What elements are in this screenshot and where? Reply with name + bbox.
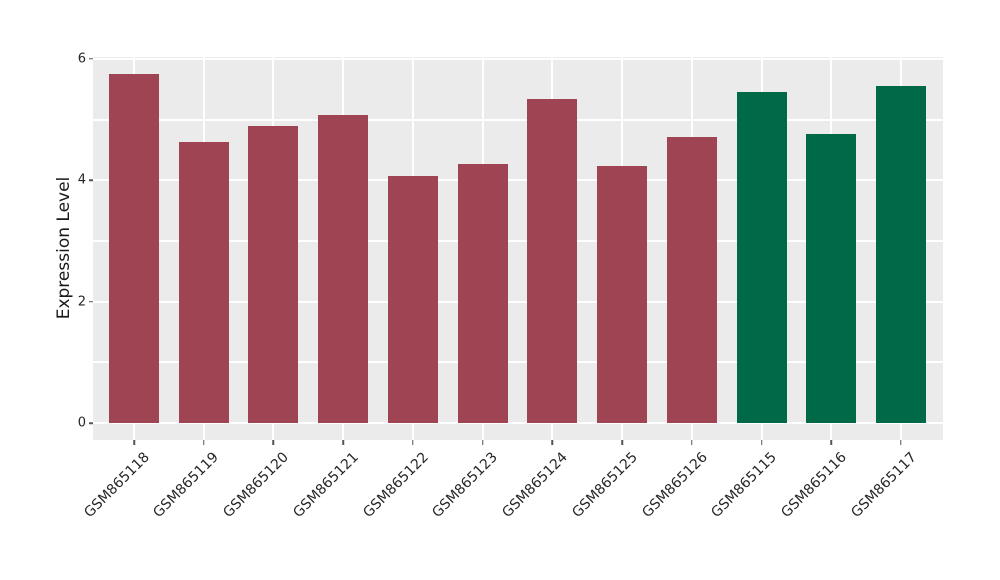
bar-GSM865124 (527, 99, 578, 423)
gridline-horizontal (93, 361, 943, 364)
gridline-horizontal (93, 179, 943, 182)
bar-GSM865125 (597, 165, 648, 423)
x-tick-mark (900, 440, 902, 445)
x-tick-label-GSM865120: GSM865120 (220, 449, 293, 521)
y-tick-label: 6 (77, 51, 86, 67)
x-tick-mark (342, 440, 344, 445)
y-axis-label: Expression Level (54, 176, 74, 320)
x-tick-label-GSM865123: GSM865123 (429, 449, 502, 521)
x-tick-label-GSM865116: GSM865116 (778, 449, 850, 521)
x-tick-label-GSM865118: GSM865118 (81, 449, 153, 521)
x-tick-mark (133, 440, 135, 445)
plot-area (93, 57, 943, 440)
bar-GSM865122 (387, 176, 438, 423)
x-tick-mark (272, 440, 275, 445)
x-tick-mark (202, 440, 205, 445)
x-tick-label-GSM865119: GSM865119 (150, 449, 223, 521)
x-tick-label-GSM865125: GSM865125 (569, 449, 641, 521)
x-tick-mark (621, 440, 623, 445)
x-tick-mark (551, 440, 554, 445)
gridline-horizontal (93, 57, 943, 60)
bar-GSM865126 (666, 137, 717, 423)
bar-GSM865123 (457, 163, 508, 423)
x-tick-label-GSM865115: GSM865115 (708, 449, 781, 521)
y-tick-label: 0 (77, 415, 86, 431)
x-tick-mark (830, 440, 833, 445)
bar-GSM865117 (875, 85, 926, 423)
gridline-horizontal (93, 422, 943, 424)
bar-GSM865118 (109, 74, 159, 423)
x-tick-label-GSM865126: GSM865126 (638, 449, 711, 521)
gridline-horizontal (93, 300, 943, 303)
x-tick-label-GSM865122: GSM865122 (359, 449, 432, 521)
bar-GSM865116 (806, 133, 857, 423)
x-tick-label-GSM865121: GSM865121 (290, 449, 362, 521)
x-tick-label-GSM865124: GSM865124 (499, 449, 571, 521)
bar-GSM865120 (248, 125, 299, 423)
bar-GSM865115 (736, 91, 787, 423)
gridline-horizontal (93, 239, 943, 242)
y-tick-mark (89, 422, 93, 424)
gridline-horizontal (93, 118, 943, 121)
x-tick-label-GSM865117: GSM865117 (848, 449, 920, 521)
x-tick-mark (481, 440, 484, 445)
bar-GSM865121 (318, 114, 369, 423)
x-tick-mark (691, 440, 693, 445)
x-tick-mark (412, 440, 414, 445)
y-tick-mark (89, 58, 93, 60)
y-tick-label: 4 (77, 172, 86, 188)
x-tick-mark (760, 440, 763, 445)
bar-GSM865119 (178, 142, 229, 423)
y-tick-mark (89, 300, 93, 303)
y-tick-mark (89, 179, 93, 182)
y-tick-label: 2 (77, 294, 86, 310)
